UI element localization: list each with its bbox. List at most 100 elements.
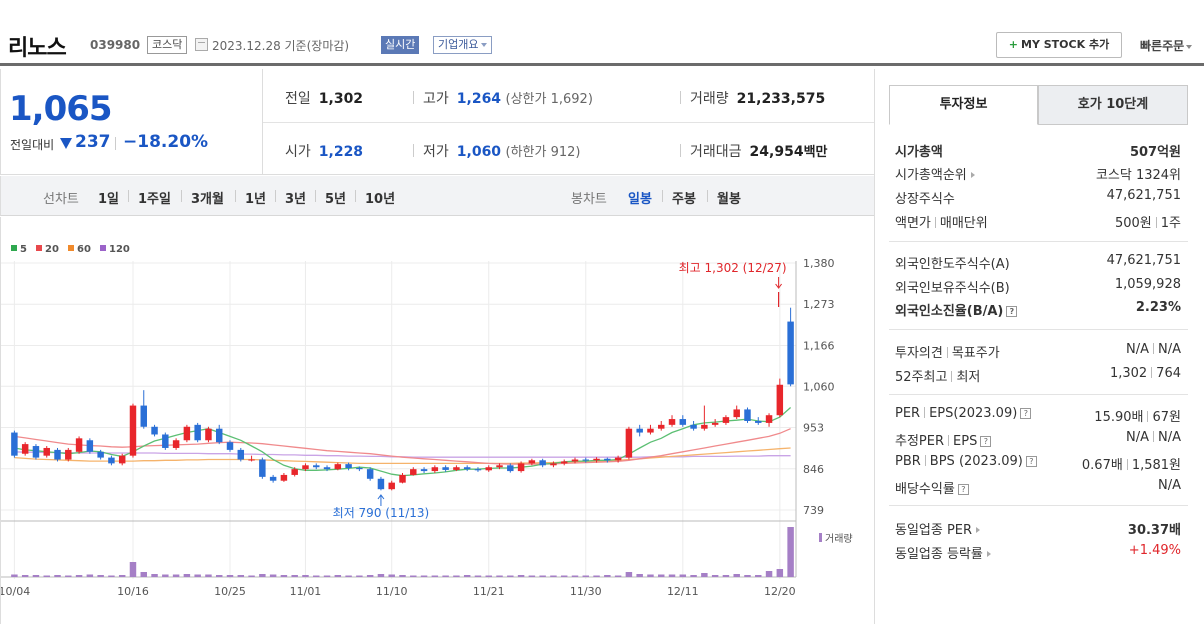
candle-body	[313, 465, 320, 468]
help-icon[interactable]: ?	[980, 436, 992, 447]
volume-bar	[323, 575, 331, 577]
candle-body	[431, 467, 439, 472]
help-icon[interactable]: ?	[957, 484, 969, 495]
est-eps-label: EPS	[953, 434, 978, 449]
volume-bar	[517, 575, 525, 577]
company-overview-dropdown[interactable]: 기업개요	[433, 36, 493, 54]
opinion-label: 투자의견	[895, 346, 943, 361]
volume-value: 21,233,575	[736, 91, 826, 107]
row-divider	[263, 122, 875, 123]
x-tick-label: 11/10	[376, 585, 408, 598]
candle-body	[86, 440, 94, 452]
candle-body	[248, 459, 255, 461]
candle-body	[517, 463, 525, 472]
target-value: N/A	[1158, 342, 1181, 357]
sector-rate-value: +1.49%	[1128, 543, 1181, 558]
per-value: 15.90배	[1094, 410, 1144, 425]
tab-3m[interactable]: 3개월	[191, 192, 224, 207]
sector-rate-row[interactable]: 동일업종 등락률 +1.49%	[895, 543, 1181, 565]
candle-body	[539, 460, 546, 466]
volume-bar	[453, 575, 460, 577]
market-cap-rank-row[interactable]: 시가총액순위 코스닥 1324위	[895, 164, 1181, 186]
volume-bar	[366, 575, 374, 577]
opinion-labels: 투자의견 목표주가	[895, 342, 1000, 361]
sector-per-row[interactable]: 동일업종 PER 30.37배	[895, 519, 1181, 541]
divider	[889, 241, 1188, 242]
x-tick-label: 10/16	[117, 585, 149, 598]
volume-bar	[647, 574, 654, 577]
divider	[680, 144, 681, 157]
tab-investment-info[interactable]: 투자정보	[889, 85, 1038, 125]
volume-bar	[75, 575, 83, 577]
tab-1d[interactable]: 1일	[98, 192, 120, 207]
shares-label: 상장주식수	[895, 192, 955, 207]
est-per-row: 추정PER EPS? N/A N/A	[895, 430, 1181, 452]
tab-1y[interactable]: 1년	[245, 192, 267, 207]
candle-body	[582, 459, 590, 461]
candle-body	[528, 460, 536, 464]
candle-body	[463, 467, 471, 470]
tab-orderbook-10[interactable]: 호가 10단계	[1038, 85, 1188, 125]
quote-date: 2023.12.28 기준(장마감)	[212, 39, 350, 53]
foreign-ratio-row: 외국인소진율(B/A)? 2.23%	[895, 300, 1181, 322]
help-icon[interactable]: ?	[1020, 408, 1032, 419]
divider	[934, 217, 936, 228]
candle-body	[205, 428, 212, 441]
volume-bar	[291, 575, 298, 577]
unit-label: 매매단위	[939, 216, 988, 231]
candle-body	[377, 478, 385, 490]
dividend-row: 배당수익률? N/A	[895, 478, 1181, 500]
candle-body	[269, 476, 277, 481]
tab-10y[interactable]: 10년	[365, 192, 396, 207]
help-icon[interactable]: ?	[1006, 306, 1018, 317]
volume-bar	[32, 575, 40, 577]
chevron-right-icon	[976, 527, 981, 533]
candle-body	[226, 442, 234, 450]
divider	[413, 144, 414, 157]
volume-bar	[302, 575, 309, 577]
help-icon[interactable]: ?	[1025, 456, 1037, 467]
divider	[413, 91, 414, 104]
amount-unit: 백만	[803, 145, 828, 160]
tab-5y[interactable]: 5년	[325, 192, 347, 207]
tab-weekly[interactable]: 주봉	[672, 192, 696, 207]
candle-body	[140, 405, 147, 427]
volume-bar	[420, 575, 428, 577]
lower-limit: (하한가 912)	[505, 145, 581, 160]
low-arrow-head	[377, 494, 385, 500]
high-annotation: 최고 1,302 (12/27)	[679, 261, 787, 275]
divider	[946, 347, 948, 358]
week52-high-label: 52주최고	[895, 370, 948, 385]
foreign-limit-row: 외국인한도주식수(A) 47,621,751	[895, 253, 1181, 275]
realtime-button[interactable]: 실시간	[381, 36, 420, 54]
chevron-right-icon	[986, 551, 991, 557]
quick-order-dropdown[interactable]: 빠른주문	[1140, 37, 1193, 54]
upper-limit: (상한가 1,692)	[505, 92, 593, 107]
volume-bar	[97, 575, 104, 577]
candle-body	[442, 467, 449, 470]
volume-bar	[582, 575, 590, 577]
volume-bar	[474, 575, 482, 577]
candle-body	[54, 449, 61, 460]
dividend-label-text: 배당수익률	[895, 482, 955, 497]
calendar-icon	[195, 38, 208, 51]
divider	[889, 394, 1188, 395]
est-per-values: N/A N/A	[1126, 430, 1181, 445]
tab-3y[interactable]: 3년	[285, 192, 307, 207]
volume-bar	[755, 575, 762, 577]
chevron-right-icon	[970, 172, 975, 178]
x-tick-label: 12/20	[764, 585, 796, 598]
legend-label: 5	[20, 244, 27, 255]
tab-daily[interactable]: 일봉	[628, 192, 652, 207]
candle-body	[237, 449, 245, 460]
tab-monthly[interactable]: 월봉	[717, 192, 741, 207]
high-price: 고가 1,264 (상한가 1,692)	[423, 88, 593, 108]
opinion-values: N/A N/A	[1126, 342, 1181, 357]
volume-bar	[668, 574, 676, 577]
add-mystock-button[interactable]: + MY STOCK 추가	[996, 32, 1122, 58]
per-label: PER	[895, 406, 921, 421]
tab-1w[interactable]: 1주일	[138, 192, 171, 207]
foreign-ratio-label-text: 외국인소진율(B/A)	[895, 304, 1004, 319]
volume-bar	[388, 574, 395, 577]
foreign-hold-label: 외국인보유주식수(B)	[895, 281, 1010, 296]
